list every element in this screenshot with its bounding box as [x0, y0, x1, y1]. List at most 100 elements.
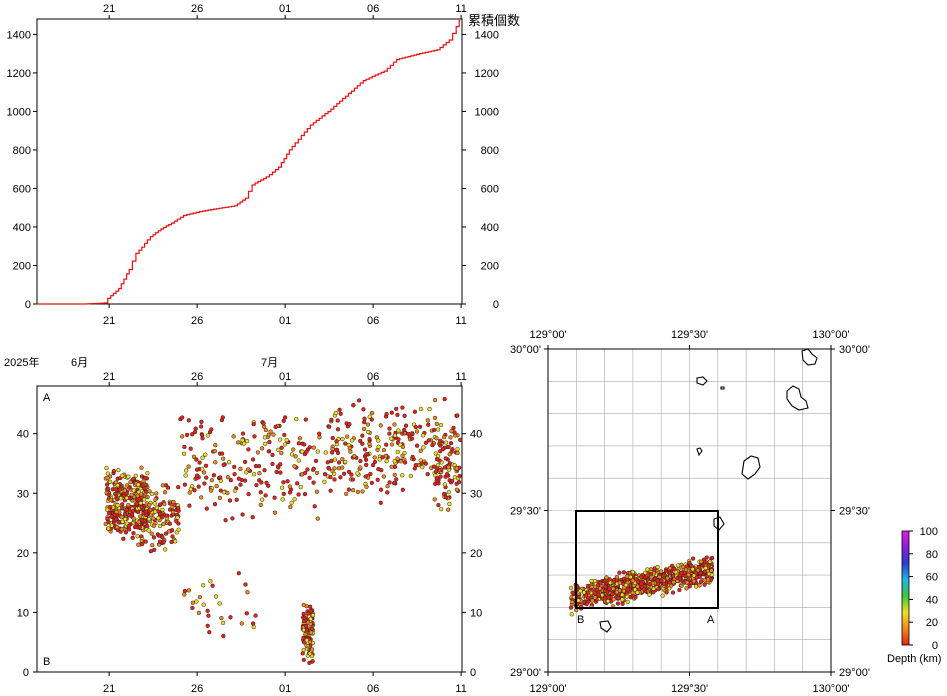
depth-point: [275, 464, 281, 469]
depth-point: [135, 534, 140, 539]
depth-point: [395, 449, 400, 455]
epicenter-point: [583, 593, 589, 598]
depth-point: [402, 427, 407, 433]
depth-point: [105, 475, 110, 481]
month-label-july: 7月: [261, 357, 278, 369]
depth-point: [322, 479, 327, 484]
cum-bottom-tick-label: 06: [367, 315, 379, 327]
epicenter-point: [656, 587, 661, 592]
depth-point: [239, 621, 244, 626]
depth-point: [302, 442, 307, 447]
depth-point: [209, 478, 215, 483]
depth-point: [310, 659, 315, 664]
depth-point: [124, 483, 130, 488]
depth-point: [296, 441, 301, 446]
depth-point: [329, 458, 334, 464]
epicenter-point: [569, 612, 574, 617]
depth-point: [116, 467, 121, 473]
depth-point: [258, 502, 263, 508]
depth-point: [421, 445, 426, 450]
colorbar-gradient: [901, 530, 910, 646]
depth-point: [271, 432, 276, 437]
depth-point: [291, 447, 296, 452]
depth-point: [245, 590, 250, 595]
epicenter-point: [598, 580, 603, 586]
depth-point: [304, 449, 309, 454]
depth-point: [304, 628, 310, 633]
depth-point: [392, 433, 398, 438]
depth-point: [167, 507, 173, 512]
depth-point: [270, 461, 275, 467]
depth-point: [287, 484, 292, 489]
depth-point: [294, 416, 299, 422]
depth-point: [367, 437, 372, 442]
cum-right-tick-label: 200: [481, 260, 499, 272]
depth-point: [301, 602, 306, 608]
depth-point: [282, 415, 288, 420]
depth-point: [368, 471, 373, 477]
depth-point: [394, 477, 399, 482]
depth-point: [198, 424, 204, 429]
depth-point: [170, 534, 175, 539]
depth-point: [113, 480, 119, 485]
cum-left-tick-label: 400: [13, 222, 31, 234]
depth-point: [343, 441, 348, 446]
epicenter-point: [702, 569, 707, 574]
depth-point: [154, 505, 160, 510]
island-northeast: [801, 348, 818, 366]
depth-point: [211, 473, 217, 478]
depth-point: [203, 452, 208, 457]
depth-left-tick-label: 30: [17, 488, 29, 500]
cum-bottom-tick-label: 11: [455, 315, 466, 327]
depth-point: [176, 527, 181, 532]
epicenter-point: [568, 605, 574, 610]
depth-point: [183, 473, 188, 478]
epicenter-point: [670, 563, 675, 568]
depth-point: [334, 439, 339, 444]
depth-point: [119, 514, 124, 520]
depth-point: [329, 450, 335, 455]
depth-point: [356, 398, 362, 403]
depth-point: [432, 497, 437, 502]
map-top-tick-label: 129°00': [529, 329, 566, 341]
depth-point: [323, 450, 328, 455]
depth-point: [251, 621, 256, 626]
depth-point: [186, 588, 191, 593]
depth-point: [167, 521, 173, 526]
epicenter-point: [642, 584, 648, 589]
colorbar-tick-label: 100: [920, 526, 938, 538]
depth-point: [296, 492, 301, 497]
depth-point: [443, 440, 449, 445]
cum-right-tick-label: 1000: [475, 106, 499, 118]
epicenter-point: [620, 592, 625, 597]
epicenter-point: [605, 599, 611, 604]
depth-point: [173, 539, 178, 544]
epicenter-point: [633, 594, 638, 600]
depth-point: [340, 457, 345, 462]
depth-point: [426, 438, 431, 443]
map-bottom-tick-label: 129°30': [671, 683, 708, 695]
depth-point: [118, 496, 124, 501]
corner-label-a: A: [43, 392, 51, 404]
epicenter-point: [590, 598, 595, 603]
box-label-a: A: [707, 614, 715, 626]
depth-point: [438, 422, 444, 428]
depth-point: [121, 536, 126, 541]
epicenter-point: [602, 596, 608, 601]
colorbar-tick-label: 60: [926, 572, 938, 584]
depth-point: [254, 482, 259, 488]
depth-point: [158, 502, 163, 507]
depth-point: [230, 516, 235, 521]
depth-point: [104, 482, 110, 487]
epicenter-point: [660, 593, 665, 598]
depth-point: [209, 488, 214, 493]
depth-point: [438, 449, 443, 454]
epicenter-point: [677, 576, 683, 581]
depth-right-tick-label: 30: [470, 488, 482, 500]
depth-point: [408, 473, 413, 479]
epicenter-point: [611, 586, 616, 591]
epicenter-point: [635, 584, 640, 589]
depth-point: [176, 508, 181, 513]
depth-point: [282, 432, 287, 438]
epicenter-point: [698, 570, 703, 576]
